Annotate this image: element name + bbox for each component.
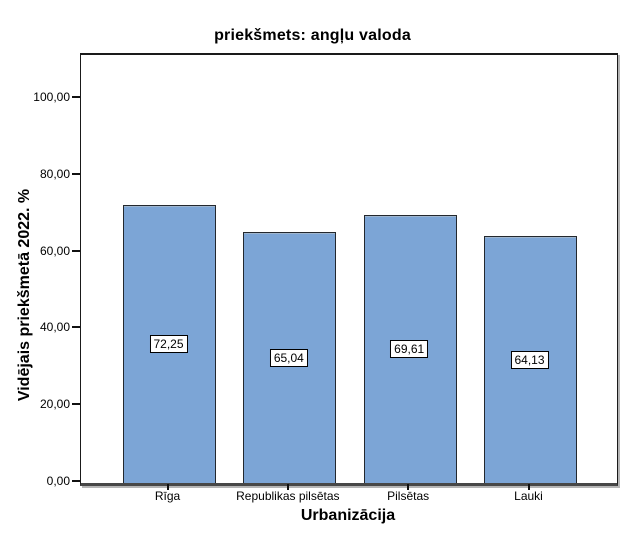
y-tick-label: 20,00	[39, 397, 70, 412]
plot-area: 72,25 65,04 69,61 64,13	[80, 53, 618, 486]
y-tick	[72, 403, 80, 406]
bar-value-label: 64,13	[510, 350, 549, 369]
x-tick	[407, 484, 410, 490]
chart-title: priekšmets: angļu valoda	[214, 27, 411, 44]
y-axis-title: Vidējais priekšmetā 2022. %	[16, 188, 33, 402]
x-category-label: Republikas pilsētas	[236, 489, 340, 503]
y-tick-label: 0,00	[46, 474, 70, 488]
y-tick-label: 80,00	[39, 166, 70, 181]
bar-value-label: 69,61	[390, 340, 429, 359]
y-tick	[72, 480, 80, 482]
x-tick	[166, 484, 169, 490]
y-tick	[72, 96, 80, 99]
y-tick	[72, 172, 80, 175]
x-category-label: Lauki	[514, 489, 543, 503]
x-category-label: Rīga	[154, 489, 181, 503]
x-axis-title: Urbanizācija	[300, 507, 396, 524]
x-tick	[527, 484, 530, 490]
y-tick	[72, 249, 80, 252]
bar-value-label: 65,04	[269, 349, 308, 368]
y-tick-label: 40,00	[39, 320, 70, 335]
x-category-label: Pilsētas	[387, 489, 430, 503]
y-tick-label: 100,00	[33, 90, 70, 105]
bar-value-label: 72,25	[149, 335, 188, 354]
y-tick-label: 60,00	[39, 243, 70, 258]
x-tick	[286, 484, 289, 490]
y-tick	[72, 326, 80, 329]
